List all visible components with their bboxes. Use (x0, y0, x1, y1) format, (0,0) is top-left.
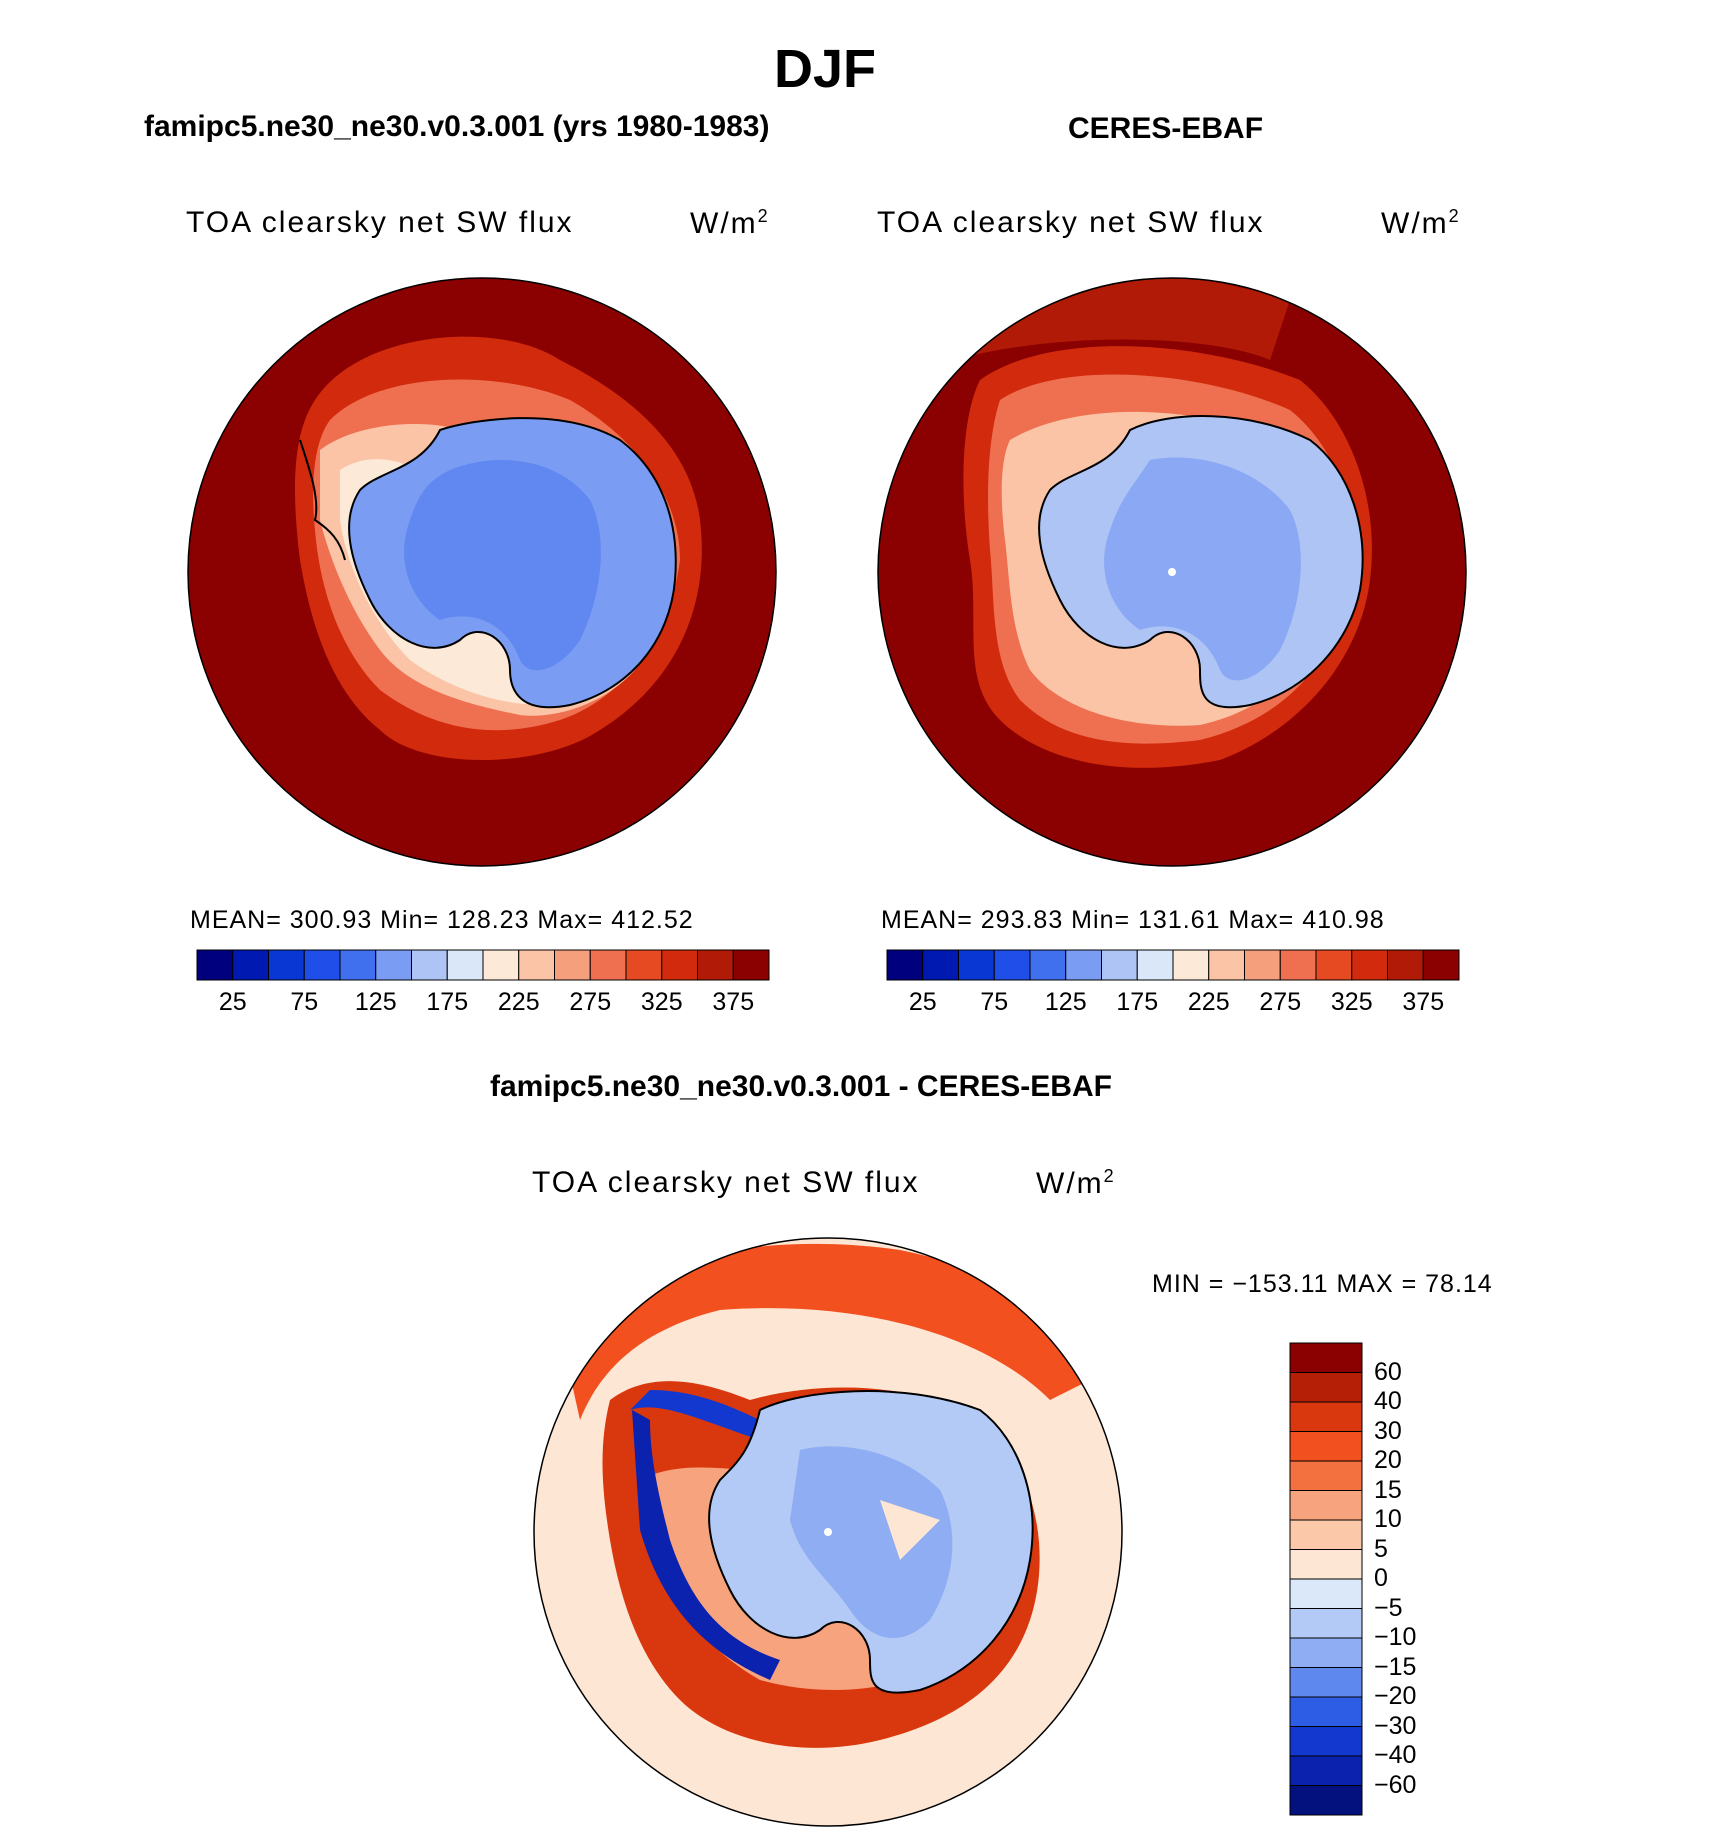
panel-1-colorbar-swatch (732, 949, 770, 981)
panel-3-colorbar-swatch (1289, 1460, 1363, 1491)
panel-3-colorbar-tick: 5 (1374, 1534, 1388, 1563)
panel-2-colorbar-swatch (993, 949, 1031, 981)
panel-1-colorbar-swatch (482, 949, 520, 981)
panel-1-colorbar-swatch (554, 949, 591, 981)
panel-2-colorbar-swatch (1065, 949, 1102, 981)
panel-1-colorbar (196, 949, 770, 981)
panel-1-colorbar-tick: 25 (218, 988, 247, 1016)
panel-3-colorbar-swatch (1289, 1342, 1363, 1373)
panel-1-colorbar-swatch (375, 949, 412, 981)
panel-3-variable: TOA clearsky net SW flux (532, 1166, 920, 1199)
panel-3-colorbar-tick: 20 (1374, 1446, 1402, 1474)
panel-2-colorbar (886, 949, 1460, 981)
panel-1-colorbar-swatch (697, 949, 734, 981)
panel-3-stats: MIN = −153.11 MAX = 78.14 (1152, 1270, 1493, 1298)
panel-3-colorbar-tick: −30 (1374, 1711, 1417, 1740)
panel-3-colorbar-swatch (1289, 1578, 1363, 1609)
panel-1-variable: TOA clearsky net SW flux (186, 206, 574, 239)
panel-3-colorbar-swatch (1289, 1637, 1363, 1668)
panel-1-colorbar-tick: 325 (640, 988, 683, 1016)
panel-1-colorbar-tick: 275 (569, 988, 612, 1016)
panel-3-colorbar-tick: 15 (1374, 1475, 1402, 1504)
panel-3-colorbar-swatch (1289, 1667, 1363, 1698)
panel-2-colorbar-tick: 25 (908, 988, 937, 1016)
panel-1-colorbar-swatch (411, 949, 448, 981)
panel-3-colorbar-swatch (1289, 1372, 1363, 1403)
panel-1-colorbar-swatch (625, 949, 663, 981)
panel-1-colorbar-swatch (446, 949, 484, 981)
panel-3-colorbar-tick: −15 (1374, 1652, 1417, 1681)
panel-1-colorbar-tick: 175 (426, 988, 469, 1016)
panel-3-colorbar-tick: 60 (1374, 1357, 1402, 1386)
panel-3-colorbar-swatch (1289, 1608, 1363, 1639)
panel-3-colorbar-swatch (1289, 1401, 1363, 1432)
panel-1-colorbar-swatch (518, 949, 555, 981)
panel-1-colorbar-tick: 125 (354, 988, 397, 1016)
panel-3-colorbar-swatch (1289, 1549, 1363, 1580)
panel-1-colorbar-swatch (589, 949, 627, 981)
panel-3-colorbar-swatch (1289, 1696, 1363, 1727)
panel-3-units: W/m2 (1036, 1166, 1116, 1200)
panel-2-colorbar-swatch (1029, 949, 1067, 981)
panel-2-colorbar-tick: 225 (1187, 988, 1230, 1016)
panel-2-colorbar-tick: 275 (1259, 988, 1302, 1016)
panel-2-variable: TOA clearsky net SW flux (877, 206, 1265, 239)
panel-3-colorbar-swatch (1289, 1431, 1363, 1462)
panel-1-colorbar-swatch (661, 949, 698, 981)
panel-1-subtitle: famipc5.ne30_ne30.v0.3.001 (yrs 1980-198… (144, 110, 770, 143)
panel-2-colorbar-swatch (886, 949, 924, 981)
panel-1-colorbar-swatch (196, 949, 234, 981)
panel-2-colorbar-tick: 375 (1402, 988, 1445, 1016)
panel-3-colorbar-swatch (1289, 1519, 1363, 1550)
panel-1-colorbar-tick: 75 (290, 988, 319, 1016)
panel-3-colorbar-tick: −40 (1374, 1741, 1417, 1769)
panel-1-colorbar-swatch (303, 949, 341, 981)
figure-title: DJF (773, 39, 876, 99)
panel-2-colorbar-swatch (1422, 949, 1460, 981)
panel-3-colorbar-swatch (1289, 1726, 1363, 1757)
panel-2-units: W/m2 (1381, 206, 1461, 240)
panel-2-colorbar-tick: 325 (1330, 988, 1373, 1016)
panel-2-colorbar-swatch (1351, 949, 1388, 981)
panel-3-colorbar-tick: −60 (1374, 1770, 1417, 1799)
panel-3-colorbar-tick: 30 (1374, 1416, 1402, 1445)
panel-3-colorbar-swatch (1289, 1785, 1363, 1816)
panel-3-colorbar-tick: 40 (1374, 1387, 1402, 1415)
panel-1-colorbar-tick: 375 (712, 988, 755, 1016)
panel-1-colorbar-tick: 225 (497, 988, 540, 1016)
panel-3-colorbar-tick: −20 (1374, 1682, 1417, 1710)
panel-3-colorbar-tick: −10 (1374, 1623, 1417, 1651)
panel-2-subtitle: CERES-EBAF (1068, 112, 1264, 145)
panel-1-colorbar-swatch (232, 949, 269, 981)
panel-1-stats: MEAN= 300.93 Min= 128.23 Max= 412.52 (190, 906, 694, 934)
panel-3-colorbar-tick: 0 (1374, 1564, 1388, 1592)
panel-2-colorbar-swatch (1208, 949, 1245, 981)
panel-2-colorbar-swatch (1279, 949, 1317, 981)
panel-1-colorbar-swatch (268, 949, 305, 981)
panel-2-stats: MEAN= 293.83 Min= 131.61 Max= 410.98 (881, 906, 1385, 934)
panel-3-colorbar-tick: 10 (1374, 1505, 1402, 1533)
panel-2-colorbar-swatch (1172, 949, 1210, 981)
panel-2-colorbar-tick: 125 (1044, 988, 1087, 1016)
panel-1-units: W/m2 (690, 206, 770, 240)
panel-2-colorbar-tick: 75 (980, 988, 1009, 1016)
panel-3-colorbar (1289, 1342, 1363, 1816)
panel-3-colorbar-swatch (1289, 1490, 1363, 1521)
panel-3-colorbar-tick: −5 (1374, 1593, 1403, 1622)
panel-2-colorbar-tick: 175 (1116, 988, 1159, 1016)
panel-3-colorbar-swatch (1289, 1755, 1363, 1786)
panel-3-subtitle: famipc5.ne30_ne30.v0.3.001 - CERES-EBAF (490, 1070, 1112, 1103)
panel-2-colorbar-swatch (958, 949, 995, 981)
